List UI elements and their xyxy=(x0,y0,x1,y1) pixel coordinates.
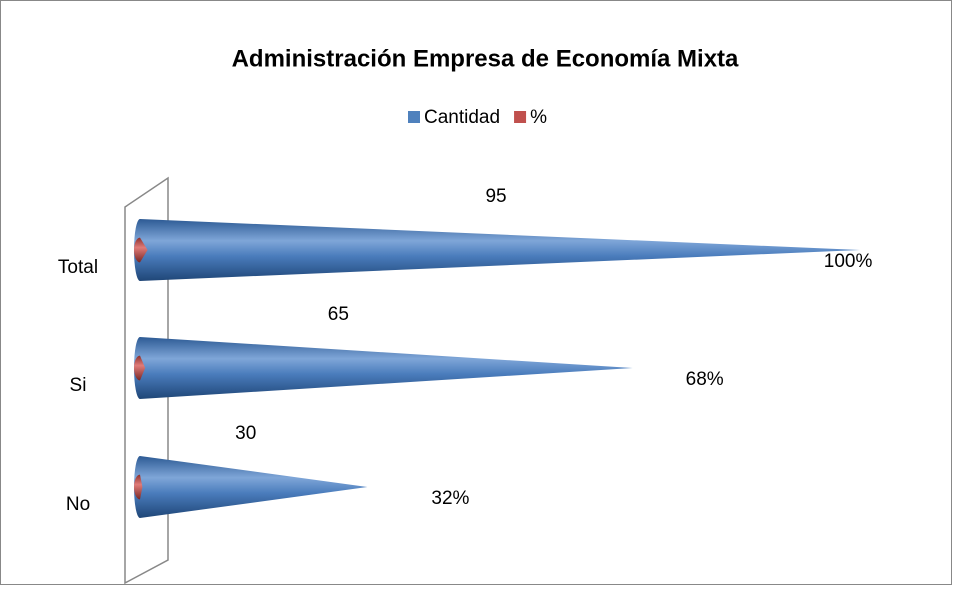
cone-bar xyxy=(134,355,146,381)
y-tick-label: No xyxy=(66,494,90,515)
cone-bar xyxy=(134,337,633,399)
chart-title: Administración Empresa de Economía Mixta xyxy=(232,45,739,72)
legend-swatch xyxy=(514,111,527,123)
cone-bar xyxy=(134,237,148,263)
data-label: 65 xyxy=(328,304,349,325)
cone-bar xyxy=(134,219,861,281)
legend-swatch xyxy=(408,111,420,123)
data-label: 95 xyxy=(485,186,506,207)
y-tick-label: Si xyxy=(70,375,87,396)
data-label: 32% xyxy=(431,488,469,509)
data-label: 30 xyxy=(235,423,256,444)
back-wall xyxy=(124,176,169,585)
cone-bar xyxy=(134,456,368,518)
data-label: 100% xyxy=(824,251,873,272)
y-tick-label: Total xyxy=(58,257,98,278)
legend-label: % xyxy=(530,107,547,128)
legend: Cantidad% xyxy=(408,107,547,128)
legend-label: Cantidad xyxy=(424,107,500,128)
cone-bar xyxy=(134,474,143,500)
data-label: 68% xyxy=(686,369,724,390)
